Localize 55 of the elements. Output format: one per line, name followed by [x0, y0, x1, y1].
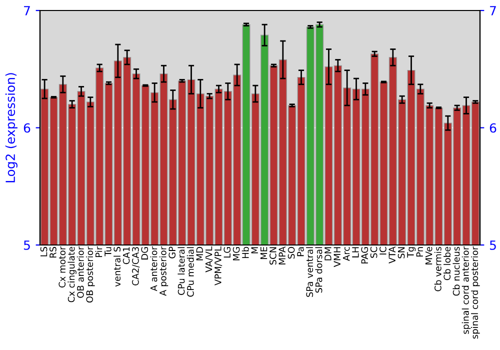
x-tick-label: Pa — [297, 247, 304, 256]
y2-tick-label: 6 — [490, 123, 496, 133]
x-tick-label: A anterior — [150, 246, 158, 292]
x-tick-label: MG — [232, 247, 240, 260]
y2-tick-label: 5 — [490, 240, 496, 250]
x-tick-label: Tu — [104, 247, 112, 256]
x-tick-label: CA1 — [122, 247, 130, 264]
x-tick-label: RS — [50, 246, 56, 258]
x-tick-label: IC — [380, 246, 386, 254]
x-tick-label: GP — [168, 246, 176, 258]
x-tick-label: ventral S — [114, 246, 121, 287]
x-tick-label: SC — [370, 246, 378, 258]
x-tick-label: SCN — [270, 247, 276, 265]
x-tick-label: Cb nucleus — [452, 246, 460, 296]
x-tick-label: PAG — [361, 247, 368, 264]
x-tick-label: Cb lobe — [444, 246, 451, 280]
x-tick-label: Cx motor — [58, 246, 66, 288]
x-tick-label: LH — [352, 247, 359, 258]
x-tick-label: ME — [260, 246, 268, 259]
x-tick-label: Pn — [416, 247, 423, 257]
x-tick-label: CA2/CA3 — [132, 247, 140, 286]
x-tick-label: MPA — [278, 246, 286, 264]
x-tick-label: M — [251, 247, 258, 254]
x-tick-label: Cx cingulate — [68, 246, 76, 302]
x-tick-label: LS — [40, 246, 48, 256]
x-tick-label: CPu lateral — [178, 247, 185, 295]
x-tick-label: Hb — [242, 246, 249, 258]
x-tick-label: SPa ventral — [306, 247, 314, 297]
x-tick-label: LG — [224, 247, 231, 258]
x-tick-label: VA/VL — [205, 246, 213, 272]
x-tick-label: MD — [196, 246, 203, 260]
x-tick-label: Tg — [407, 247, 416, 258]
x-tick-label: Arc — [342, 246, 350, 261]
x-tick-label: VTA — [388, 246, 396, 264]
y-axis-title: Log2 (expression) — [5, 73, 18, 182]
x-tick-label: SO — [288, 246, 295, 259]
x-tick-label: spinal cord posterior — [471, 246, 480, 339]
x-tick-label: DM — [324, 247, 332, 260]
y-tick-label: 6 — [24, 123, 30, 133]
x-tick-label: SPa dorsal — [315, 247, 322, 293]
x-tick-label: OB posterior — [86, 246, 95, 303]
x-tick-label: SN — [398, 247, 405, 258]
x-tick-label: MVe — [425, 246, 432, 264]
x-tick-label: A posterior — [159, 246, 168, 296]
y-tick-label: 5 — [24, 240, 30, 250]
x-tick-label: VPM/VPL — [214, 246, 222, 286]
x-tick-label: OB anterior — [76, 246, 84, 298]
x-tick-label: Pir — [95, 246, 102, 257]
x-tick-label: Cb vermis — [434, 246, 442, 292]
x-tick-label: DG — [141, 247, 148, 260]
y-tick-label: 7 — [24, 6, 30, 16]
x-tick-label: spinal cord anterior — [462, 246, 471, 334]
x-tick-label: VMH — [334, 247, 340, 268]
y2-tick-label: 7 — [490, 6, 496, 16]
x-tick-label: CPu medial — [186, 247, 194, 297]
